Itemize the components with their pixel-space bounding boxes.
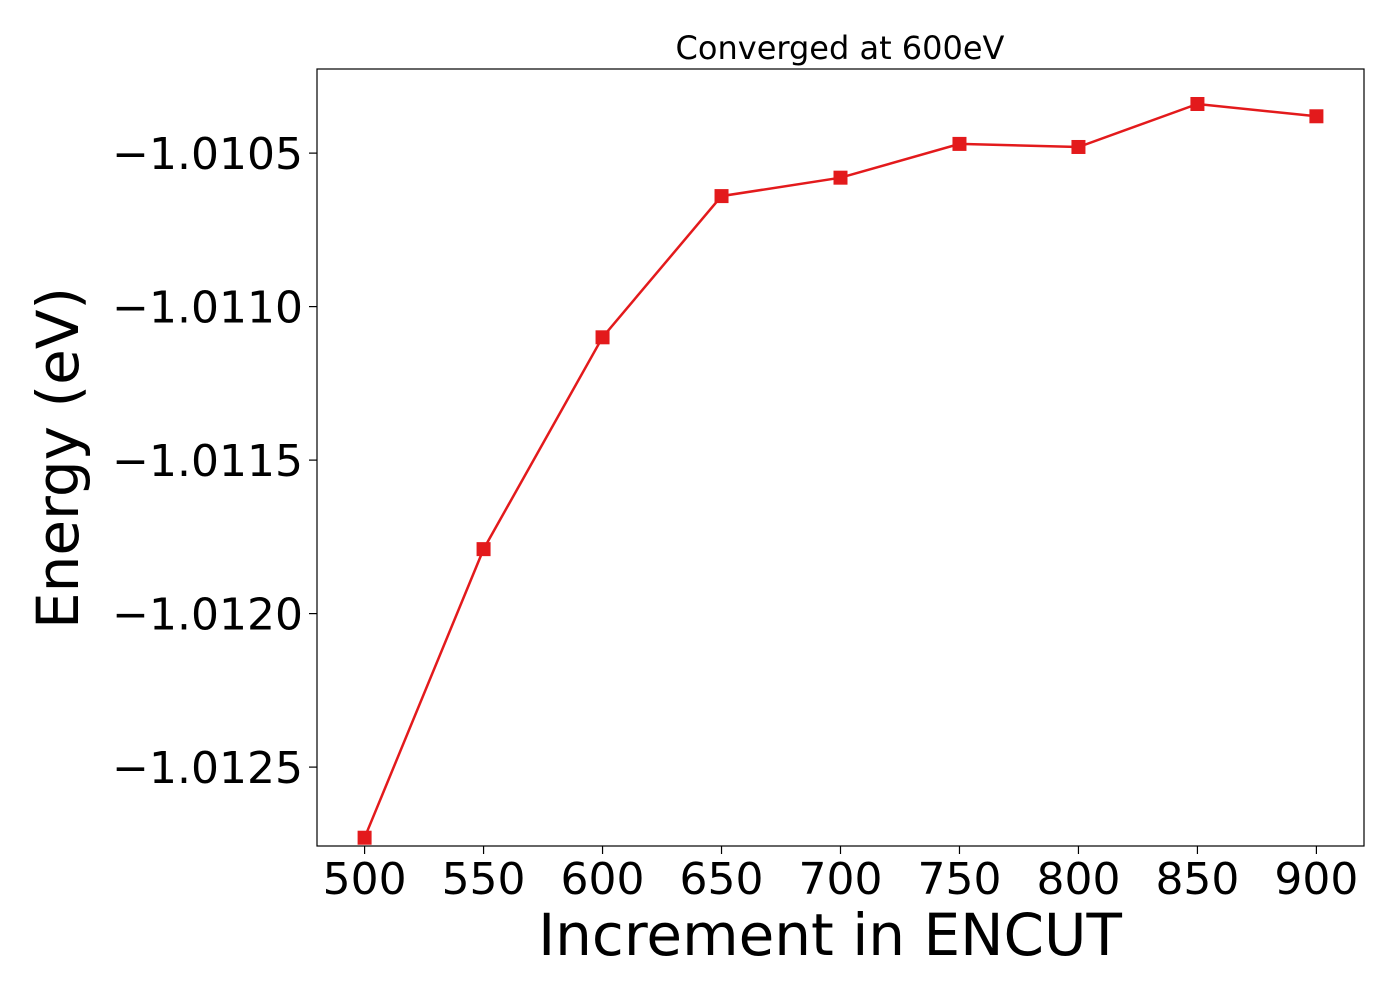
series-line	[363, 102, 1317, 839]
y-tick-label: −1.0110	[112, 283, 303, 334]
x-tick-label: 800	[1036, 854, 1120, 905]
data-point	[1309, 109, 1324, 124]
data-point	[1190, 96, 1205, 111]
data-point	[357, 830, 372, 845]
chart-title: Converged at 600eV	[676, 29, 1005, 67]
x-axis: 500 550 600 650 700 750 800 850 900	[323, 846, 1358, 905]
data-point	[1071, 139, 1086, 154]
y-tick-label: −1.0120	[112, 590, 303, 641]
y-axis-label: Energy (eV)	[24, 287, 92, 629]
x-tick-label: 700	[799, 854, 883, 905]
y-tick-label: −1.0115	[112, 436, 303, 487]
data-point	[833, 170, 848, 185]
y-axis: −1.0105 −1.0110 −1.0115 −1.0120 −1.0125	[112, 129, 317, 794]
y-tick-label: −1.0105	[112, 129, 303, 180]
x-tick-label: 600	[561, 854, 645, 905]
x-tick-label: 550	[442, 854, 526, 905]
data-point	[595, 330, 610, 345]
x-tick-label: 650	[680, 854, 764, 905]
data-point	[476, 542, 491, 557]
x-tick-label: 850	[1155, 854, 1239, 905]
x-tick-label: 900	[1274, 854, 1358, 905]
data-point	[952, 136, 967, 151]
x-tick-label: 500	[323, 854, 407, 905]
data-point	[714, 189, 729, 204]
x-axis-label: Increment in ENCUT	[538, 901, 1122, 969]
plot-area-frame	[316, 68, 1365, 847]
y-tick-label: −1.0125	[112, 743, 303, 794]
x-tick-label: 750	[917, 854, 1001, 905]
series-markers	[357, 96, 1324, 845]
